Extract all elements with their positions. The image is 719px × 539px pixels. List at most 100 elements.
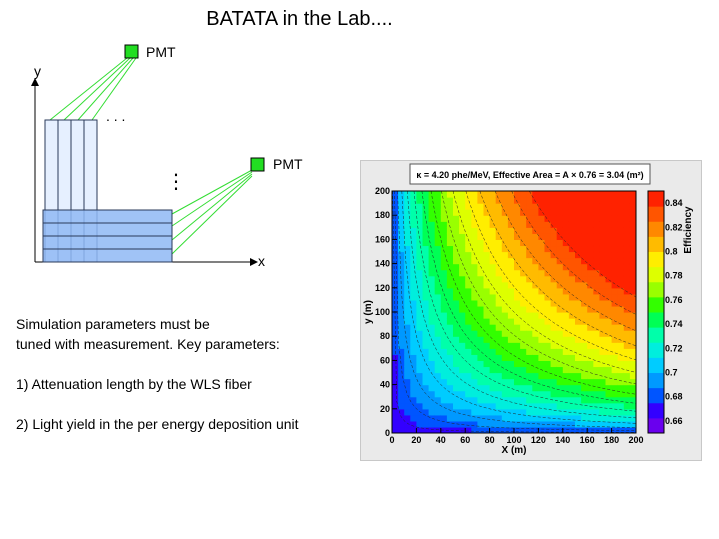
heatmap-cell [550,402,558,410]
heatmap-cell [446,318,454,325]
heatmap-cell [398,203,405,210]
heatmap-cell [453,221,460,228]
heatmap-cell [526,287,533,295]
heatmap-cell [538,215,546,222]
heatmap-cell [623,396,631,404]
heatmap-cell [575,197,582,204]
heatmap-cell [416,426,424,433]
contour-line [421,191,636,404]
heatmap-cell [428,197,436,204]
heatmap-cell [410,402,417,410]
heatmap-cell [459,342,466,349]
heatmap-cell [434,408,442,416]
heatmap-cell [605,233,613,240]
heatmap-cell [587,330,594,337]
heatmap-cell [550,390,558,398]
heatmap-cell [501,402,509,410]
heatmap-cell [581,203,588,210]
heatmap-cell [404,426,411,433]
heatmap-cell [562,414,570,422]
heatmap-cell [550,233,558,240]
heatmap-cell [532,287,539,295]
heatmap-cell [465,287,472,295]
heatmap-cell [440,414,448,422]
heatmap-cell [587,203,594,210]
heatmap-cell [416,396,424,404]
heatmap-cell [544,360,552,368]
heatmap-cell [440,245,448,253]
heatmap-cell [489,269,497,277]
heatmap-cell [459,275,466,283]
heatmap-cell [526,396,533,404]
heatmap-cell [446,293,454,301]
heatmap-cell [465,366,472,374]
heatmap-cell [526,420,533,428]
heatmap-cell [520,197,527,204]
heatmap-cell [477,227,485,234]
heatmap-cell [587,420,594,428]
heatmap-cell [392,281,399,289]
heatmap-cell [410,191,417,198]
heatmap-cell [617,324,625,331]
heatmap-cell [544,293,552,301]
heatmap-cell [587,396,594,404]
heatmap-cell [562,342,570,349]
heatmap-cell [471,324,478,331]
heatmap-cell [556,312,564,319]
x-tick-label: 200 [628,435,643,445]
heatmap-cell [398,245,405,253]
heatmap-cell [459,366,466,374]
heatmap-cell [538,390,546,398]
heatmap-cell [428,348,436,355]
heatmap-cell [599,402,607,410]
heatmap-cell [495,420,503,428]
heatmap-cell [459,360,466,368]
heatmap-cell [623,384,631,392]
heatmap-cell [593,330,600,337]
heatmap-cell [623,360,631,368]
heatmap-cell [581,287,588,295]
heatmap-cell [538,239,546,247]
heatmap-cell [501,209,509,216]
heatmap-cell [550,263,558,271]
heatmap-cell [544,221,552,228]
colorbar-segment [648,296,664,313]
heatmap-cell [514,384,521,392]
heatmap-cell [617,414,625,422]
heatmap-cell [392,305,399,313]
heatmap-cell [428,318,436,325]
heatmap-cell [526,281,533,289]
heatmap-cell [471,378,478,386]
heatmap-cell [501,396,509,404]
heatmap-cell [599,257,607,265]
heatmap-cell [507,330,515,337]
heatmap-cell [471,269,478,277]
heatmap-cell [416,414,424,422]
heatmap-cell [410,396,417,404]
heatmap-cell [550,269,558,277]
heatmap-cell [398,348,405,355]
heatmap-cell [550,378,558,386]
heatmap-cell [434,233,442,240]
heatmap-cell [593,257,600,265]
heatmap-cell [446,342,454,349]
heatmap-cell [507,299,515,307]
heatmap-cell [495,354,503,361]
heatmap-cell [581,414,588,422]
heatmap-cell [520,390,527,398]
heatmap-cell [538,318,546,325]
heatmap-cell [404,287,411,295]
heatmap-cell [489,215,497,222]
heatmap-cell [587,233,594,240]
heatmap-cell [532,342,539,349]
heatmap-cell [459,330,466,337]
heatmap-cell [471,360,478,368]
heatmap-cell [617,203,625,210]
heatmap-cell [446,233,454,240]
heatmap-cell [550,203,558,210]
heatmap-cell [562,239,570,247]
heatmap-cell [568,299,576,307]
heatmap-cell [605,191,613,198]
heatmap-cell [617,330,625,337]
heatmap-cell [550,251,558,259]
